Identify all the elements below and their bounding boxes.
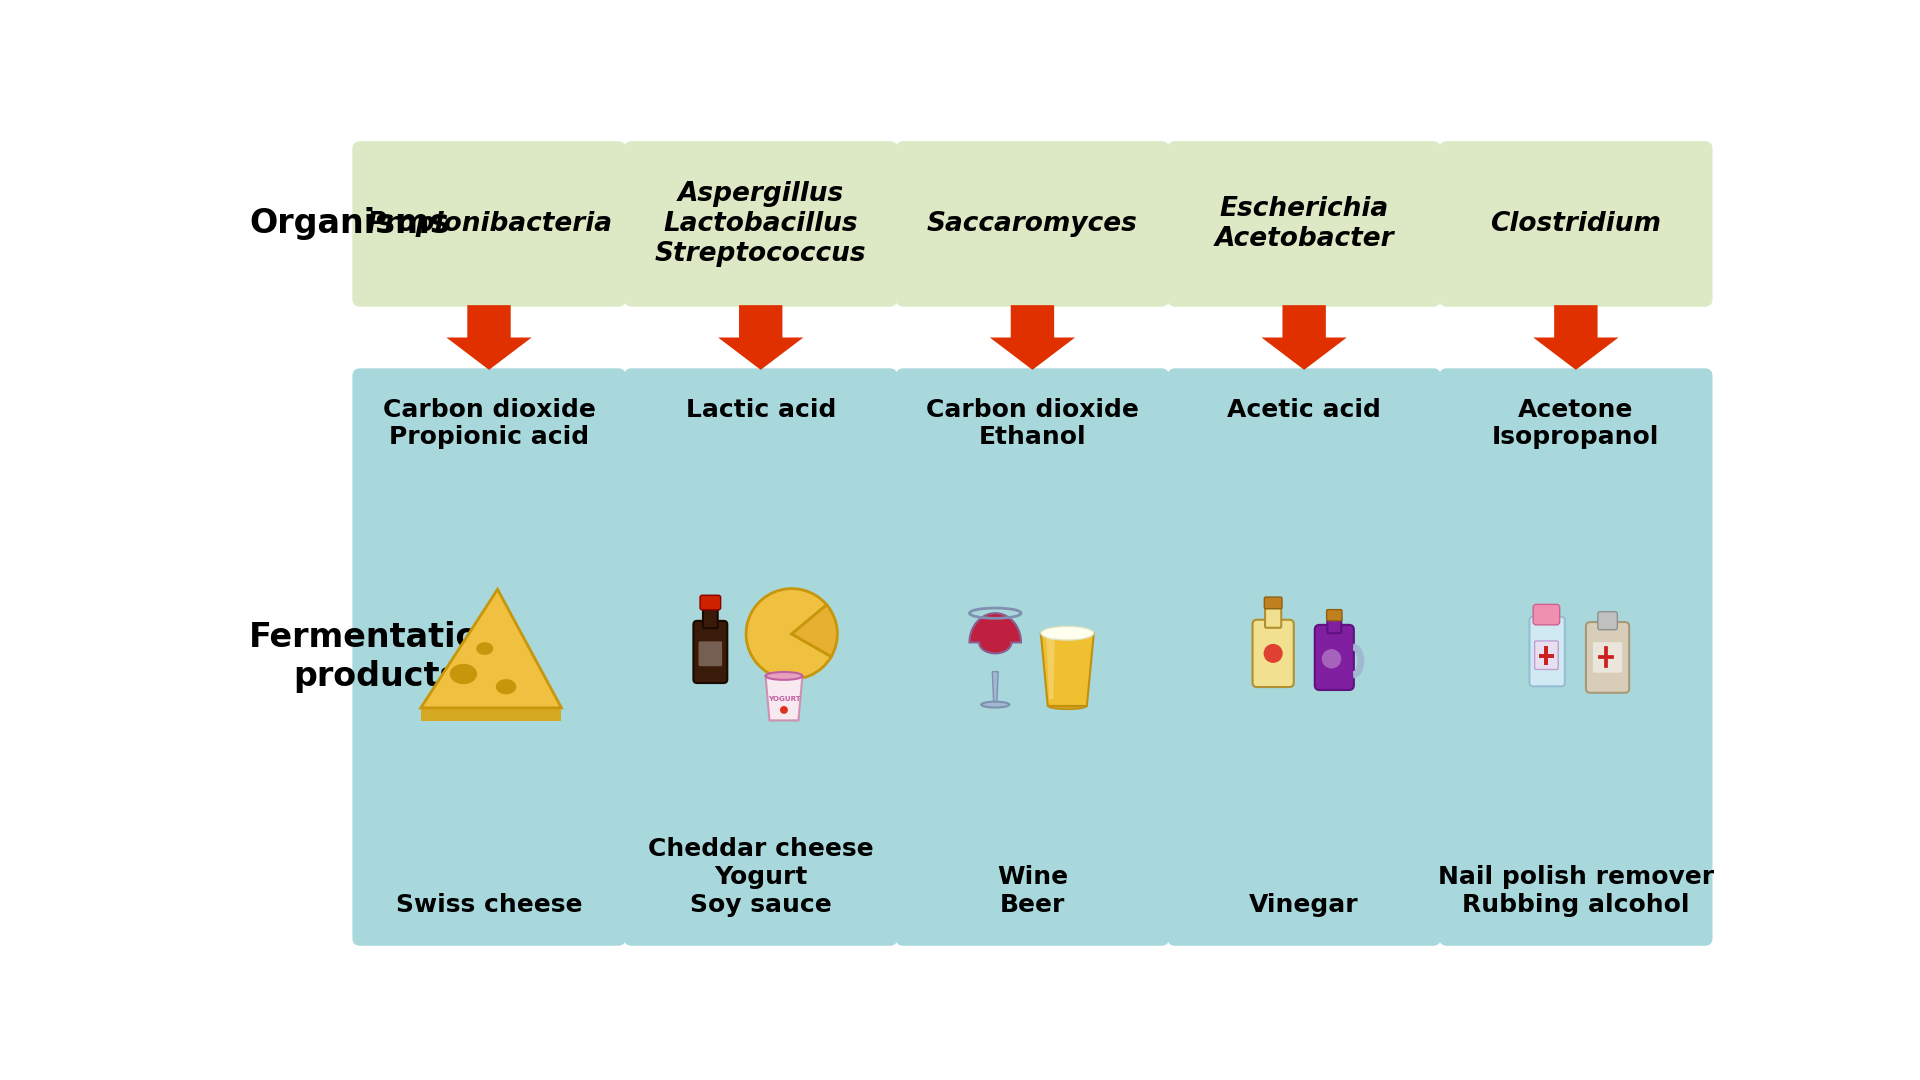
FancyBboxPatch shape — [1167, 368, 1440, 946]
FancyBboxPatch shape — [701, 595, 720, 610]
Ellipse shape — [1041, 626, 1094, 640]
Polygon shape — [445, 306, 532, 369]
FancyBboxPatch shape — [624, 141, 897, 307]
FancyBboxPatch shape — [1530, 617, 1565, 686]
FancyBboxPatch shape — [1440, 141, 1713, 307]
Text: Nail polish remover
Rubbing alcohol: Nail polish remover Rubbing alcohol — [1438, 865, 1715, 917]
Text: Carbon dioxide
Ethanol: Carbon dioxide Ethanol — [925, 397, 1139, 449]
Ellipse shape — [449, 664, 476, 684]
Polygon shape — [1261, 306, 1346, 369]
Wedge shape — [747, 589, 831, 679]
FancyBboxPatch shape — [1252, 620, 1294, 687]
FancyBboxPatch shape — [699, 642, 722, 666]
FancyBboxPatch shape — [353, 141, 626, 307]
Text: Swiss cheese: Swiss cheese — [396, 892, 582, 917]
Text: Propionibacteria: Propionibacteria — [367, 211, 612, 237]
Text: Carbon dioxide
Propionic acid: Carbon dioxide Propionic acid — [382, 397, 595, 449]
FancyBboxPatch shape — [1167, 141, 1440, 307]
Ellipse shape — [766, 672, 803, 679]
Text: Fermentation
products: Fermentation products — [250, 621, 503, 692]
Ellipse shape — [495, 679, 516, 694]
FancyBboxPatch shape — [1534, 640, 1559, 670]
Circle shape — [780, 706, 787, 714]
Text: Aspergillus
Lactobacillus
Streptococcus: Aspergillus Lactobacillus Streptococcus — [655, 181, 866, 267]
FancyBboxPatch shape — [1597, 611, 1617, 630]
FancyBboxPatch shape — [703, 605, 718, 629]
Polygon shape — [993, 672, 998, 704]
Polygon shape — [718, 306, 803, 369]
Wedge shape — [791, 605, 837, 657]
Polygon shape — [1534, 306, 1619, 369]
FancyBboxPatch shape — [1263, 597, 1283, 609]
FancyBboxPatch shape — [1265, 605, 1281, 627]
FancyBboxPatch shape — [1440, 368, 1713, 946]
FancyBboxPatch shape — [897, 141, 1169, 307]
Text: Organisms: Organisms — [250, 207, 449, 241]
FancyBboxPatch shape — [1327, 609, 1342, 621]
Ellipse shape — [981, 702, 1010, 707]
FancyBboxPatch shape — [1315, 625, 1354, 690]
Polygon shape — [991, 306, 1075, 369]
Polygon shape — [1041, 633, 1094, 706]
Circle shape — [1321, 649, 1342, 669]
Polygon shape — [766, 676, 803, 720]
Text: Cheddar cheese
Yogurt
Soy sauce: Cheddar cheese Yogurt Soy sauce — [647, 837, 874, 917]
Polygon shape — [970, 613, 1021, 653]
Circle shape — [1263, 644, 1283, 663]
Ellipse shape — [1048, 702, 1087, 710]
Text: YOGURT: YOGURT — [768, 696, 801, 702]
Text: Saccaromyces: Saccaromyces — [927, 211, 1139, 237]
Text: Escherichia
Acetobacter: Escherichia Acetobacter — [1213, 195, 1394, 252]
FancyBboxPatch shape — [1534, 605, 1559, 625]
FancyBboxPatch shape — [1594, 643, 1622, 673]
Ellipse shape — [476, 643, 493, 654]
Text: Vinegar: Vinegar — [1250, 892, 1359, 917]
Polygon shape — [420, 707, 561, 720]
FancyBboxPatch shape — [1327, 617, 1342, 633]
Text: Acetone
Isopropanol: Acetone Isopropanol — [1492, 397, 1659, 449]
Text: Wine
Beer: Wine Beer — [996, 865, 1068, 917]
Text: Lactic acid: Lactic acid — [685, 397, 835, 421]
FancyBboxPatch shape — [693, 621, 728, 683]
FancyBboxPatch shape — [897, 368, 1169, 946]
FancyBboxPatch shape — [624, 368, 897, 946]
Polygon shape — [1046, 636, 1054, 699]
Polygon shape — [420, 590, 561, 707]
Text: Clostridium: Clostridium — [1490, 211, 1661, 237]
Text: Acetic acid: Acetic acid — [1227, 397, 1380, 421]
FancyBboxPatch shape — [353, 368, 626, 946]
FancyBboxPatch shape — [1586, 622, 1630, 692]
